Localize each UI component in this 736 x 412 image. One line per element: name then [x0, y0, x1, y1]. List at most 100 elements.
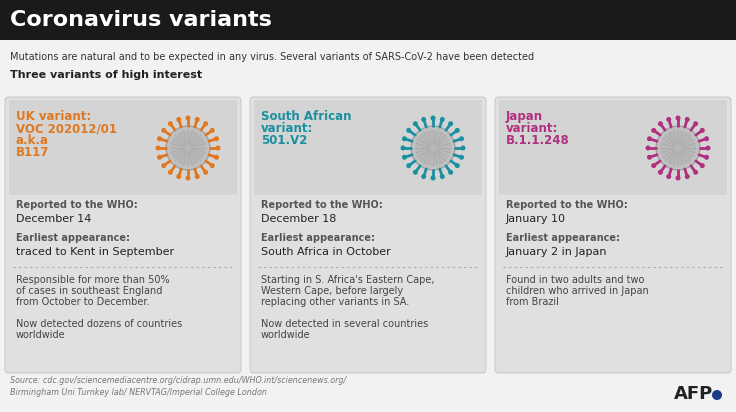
Bar	[9, 100, 237, 195]
Circle shape	[448, 121, 453, 126]
Text: Coronavirus variants: Coronavirus variants	[10, 10, 272, 30]
Circle shape	[651, 163, 657, 168]
FancyBboxPatch shape	[250, 97, 486, 373]
Circle shape	[421, 174, 426, 179]
Circle shape	[658, 121, 663, 126]
Circle shape	[666, 117, 671, 122]
Circle shape	[459, 136, 464, 141]
Circle shape	[185, 115, 191, 120]
Circle shape	[157, 155, 162, 160]
Circle shape	[421, 117, 426, 122]
Circle shape	[660, 130, 696, 166]
Circle shape	[645, 145, 651, 150]
Circle shape	[195, 117, 199, 122]
Circle shape	[431, 115, 436, 120]
Circle shape	[411, 126, 455, 170]
Circle shape	[214, 155, 219, 160]
Circle shape	[684, 117, 690, 122]
Text: Starting in S. Africa's Eastern Cape,: Starting in S. Africa's Eastern Cape,	[261, 275, 434, 285]
Text: children who arrived in Japan: children who arrived in Japan	[506, 286, 648, 296]
Text: Three variants of high interest: Three variants of high interest	[10, 70, 202, 80]
Text: Now detected dozens of countries: Now detected dozens of countries	[16, 319, 183, 329]
Circle shape	[210, 128, 215, 133]
Text: a.k.a: a.k.a	[16, 134, 49, 147]
Text: worldwide: worldwide	[16, 330, 66, 340]
Circle shape	[402, 136, 407, 141]
Text: Western Cape, before largely: Western Cape, before largely	[261, 286, 403, 296]
Circle shape	[459, 155, 464, 160]
Text: January 2 in Japan: January 2 in Japan	[506, 247, 607, 257]
Text: UK variant:: UK variant:	[16, 110, 91, 123]
Circle shape	[168, 170, 173, 175]
Text: Now detected in several countries: Now detected in several countries	[261, 319, 428, 329]
Circle shape	[700, 163, 705, 168]
Text: Japan: Japan	[506, 110, 543, 123]
Text: Birmingham Uni Turnkey lab/ NERVTAG/Imperial College London: Birmingham Uni Turnkey lab/ NERVTAG/Impe…	[10, 388, 267, 397]
Text: variant:: variant:	[261, 122, 314, 135]
Text: of cases in southeast England: of cases in southeast England	[16, 286, 163, 296]
Circle shape	[700, 128, 705, 133]
Circle shape	[448, 170, 453, 175]
Circle shape	[440, 117, 445, 122]
Circle shape	[161, 128, 166, 133]
Circle shape	[203, 121, 208, 126]
Circle shape	[455, 163, 460, 168]
Text: South Africa in October: South Africa in October	[261, 247, 391, 257]
Text: from Brazil: from Brazil	[506, 297, 559, 307]
Circle shape	[647, 155, 652, 160]
Circle shape	[406, 128, 411, 133]
Text: VOC 202012/01: VOC 202012/01	[16, 122, 117, 135]
Circle shape	[658, 170, 663, 175]
Circle shape	[413, 121, 418, 126]
Circle shape	[406, 163, 411, 168]
Text: 501.V2: 501.V2	[261, 134, 308, 147]
Circle shape	[676, 115, 681, 120]
Circle shape	[185, 176, 191, 180]
Text: December 18: December 18	[261, 214, 336, 224]
Circle shape	[166, 126, 210, 170]
Circle shape	[402, 155, 407, 160]
Circle shape	[195, 174, 199, 179]
Text: replacing other variants in SA.: replacing other variants in SA.	[261, 297, 409, 307]
Text: Source: cdc.gov/sciencemediacentre.org/cidrap.umn.edu/WHO.int/sciencenews.org/: Source: cdc.gov/sciencemediacentre.org/c…	[10, 376, 346, 385]
Text: traced to Kent in September: traced to Kent in September	[16, 247, 174, 257]
Text: from October to December.: from October to December.	[16, 297, 149, 307]
Circle shape	[214, 136, 219, 141]
Text: Found in two adults and two: Found in two adults and two	[506, 275, 645, 285]
Text: South African: South African	[261, 110, 352, 123]
Text: AFP: AFP	[673, 385, 713, 403]
Circle shape	[176, 117, 181, 122]
Circle shape	[684, 174, 690, 179]
FancyBboxPatch shape	[495, 97, 731, 373]
Text: Earliest appearance:: Earliest appearance:	[261, 233, 375, 243]
Text: Earliest appearance:: Earliest appearance:	[16, 233, 130, 243]
Circle shape	[415, 130, 451, 166]
Circle shape	[704, 155, 709, 160]
Text: B.1.1.248: B.1.1.248	[506, 134, 570, 147]
Circle shape	[176, 174, 181, 179]
Text: December 14: December 14	[16, 214, 91, 224]
Circle shape	[706, 145, 710, 150]
Circle shape	[400, 145, 406, 150]
Circle shape	[693, 170, 698, 175]
Circle shape	[676, 176, 681, 180]
Bar	[499, 100, 727, 195]
Circle shape	[461, 145, 465, 150]
Circle shape	[161, 163, 166, 168]
Circle shape	[170, 130, 206, 166]
Circle shape	[666, 174, 671, 179]
Circle shape	[656, 126, 700, 170]
Circle shape	[440, 174, 445, 179]
Bar	[0, 0, 736, 40]
Circle shape	[455, 128, 460, 133]
Text: B117: B117	[16, 146, 49, 159]
Circle shape	[712, 390, 722, 400]
Text: January 10: January 10	[506, 214, 566, 224]
Circle shape	[704, 136, 709, 141]
Circle shape	[647, 136, 652, 141]
Circle shape	[203, 170, 208, 175]
Text: Reported to the WHO:: Reported to the WHO:	[261, 200, 383, 210]
Circle shape	[693, 121, 698, 126]
Text: Mutations are natural and to be expected in any virus. Several variants of SARS-: Mutations are natural and to be expected…	[10, 52, 534, 62]
Circle shape	[651, 128, 657, 133]
